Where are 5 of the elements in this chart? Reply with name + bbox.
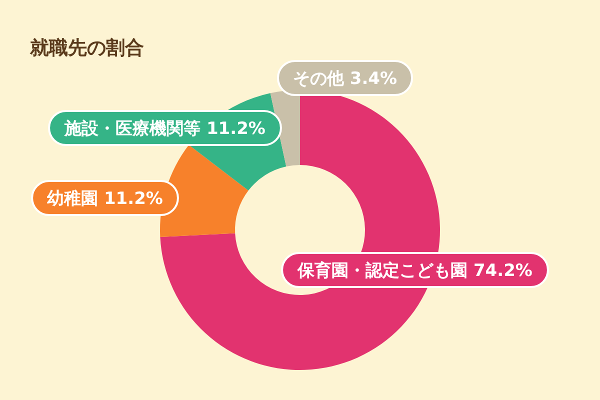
slice-label: 幼稚園 11.2% bbox=[47, 189, 163, 209]
slice-label: 保育園・認定こども園 74.2% bbox=[296, 260, 532, 281]
slice-label: その他 3.4% bbox=[292, 69, 398, 89]
chart-title: 就職先の割合 bbox=[29, 37, 144, 59]
slice-label: 施設・医療機関等 11.2% bbox=[64, 119, 266, 139]
